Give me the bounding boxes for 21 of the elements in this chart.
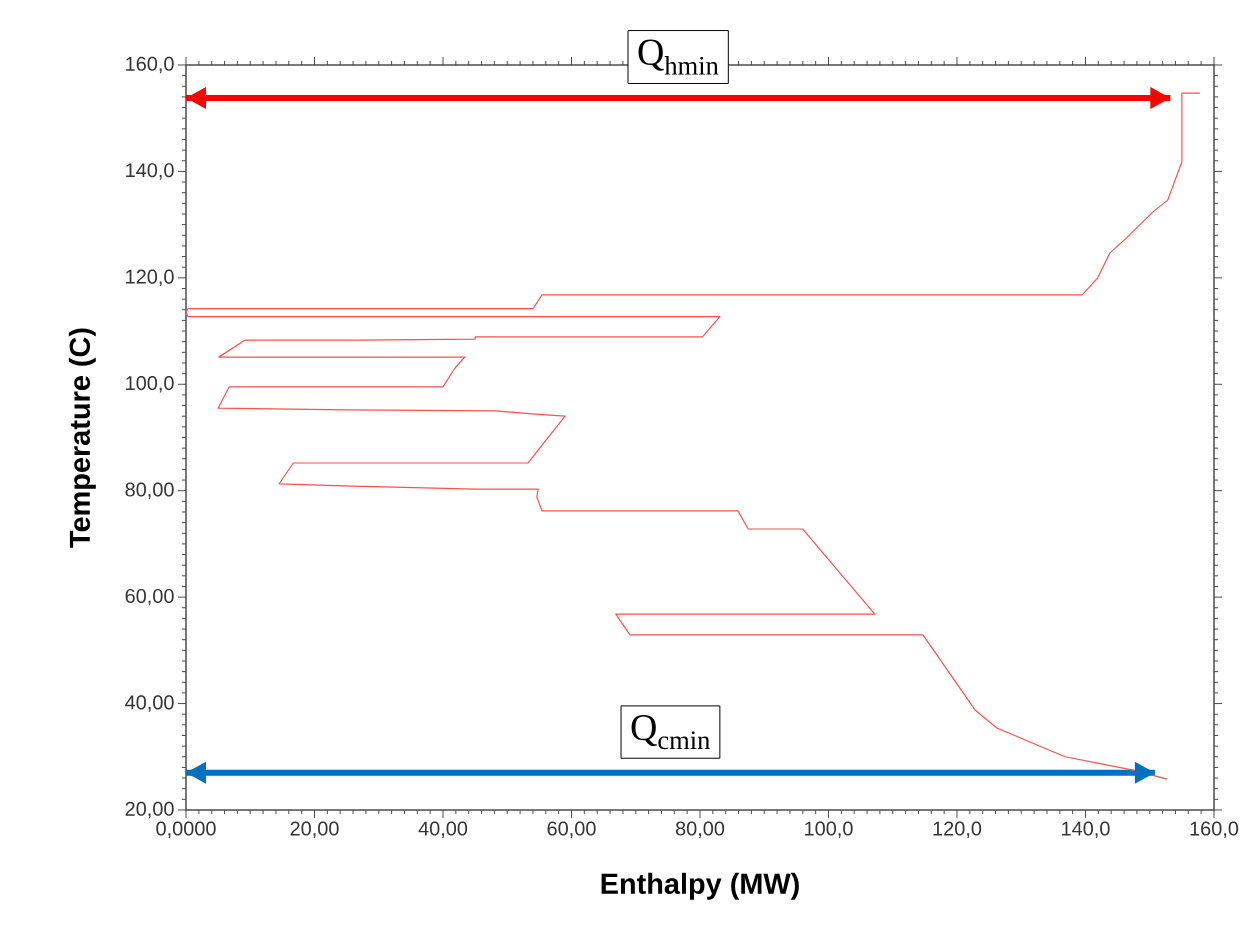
series-label: Q$_{cmin}$ bbox=[631, 714, 710, 750]
x-tick-label: 140,0 bbox=[1062, 821, 1110, 838]
x-tick-label: 120,0 bbox=[933, 821, 982, 838]
x-tick-label: 20,00 bbox=[290, 821, 339, 838]
y-tick-label: 80,00 bbox=[125, 482, 174, 499]
x-axis-title: Enthalpy (MW) bbox=[601, 872, 799, 900]
x-tick-label: 40,00 bbox=[418, 821, 468, 838]
x-tick-label: 100,0 bbox=[805, 821, 853, 838]
y-tick-label: 20,00 bbox=[125, 801, 174, 819]
y-tick-label: 60,00 bbox=[125, 588, 174, 606]
y-axis-title: Temperature (C) bbox=[68, 328, 96, 548]
x-tick-label: 0,0000 bbox=[156, 821, 216, 838]
y-tick-label: 120,0 bbox=[126, 269, 174, 287]
y-tick-label: 140,0 bbox=[126, 163, 174, 180]
y-tick-label: 100,0 bbox=[126, 376, 174, 393]
y-tick-label: 160,0 bbox=[126, 56, 174, 74]
x-tick-label: 160,0 bbox=[1190, 821, 1239, 838]
y-tick-label: 40,00 bbox=[125, 695, 174, 712]
series-label: Q$_{hmin}$ bbox=[638, 39, 719, 75]
x-tick-label: 80,00 bbox=[675, 821, 725, 838]
x-tick-label: 60,00 bbox=[547, 821, 596, 838]
